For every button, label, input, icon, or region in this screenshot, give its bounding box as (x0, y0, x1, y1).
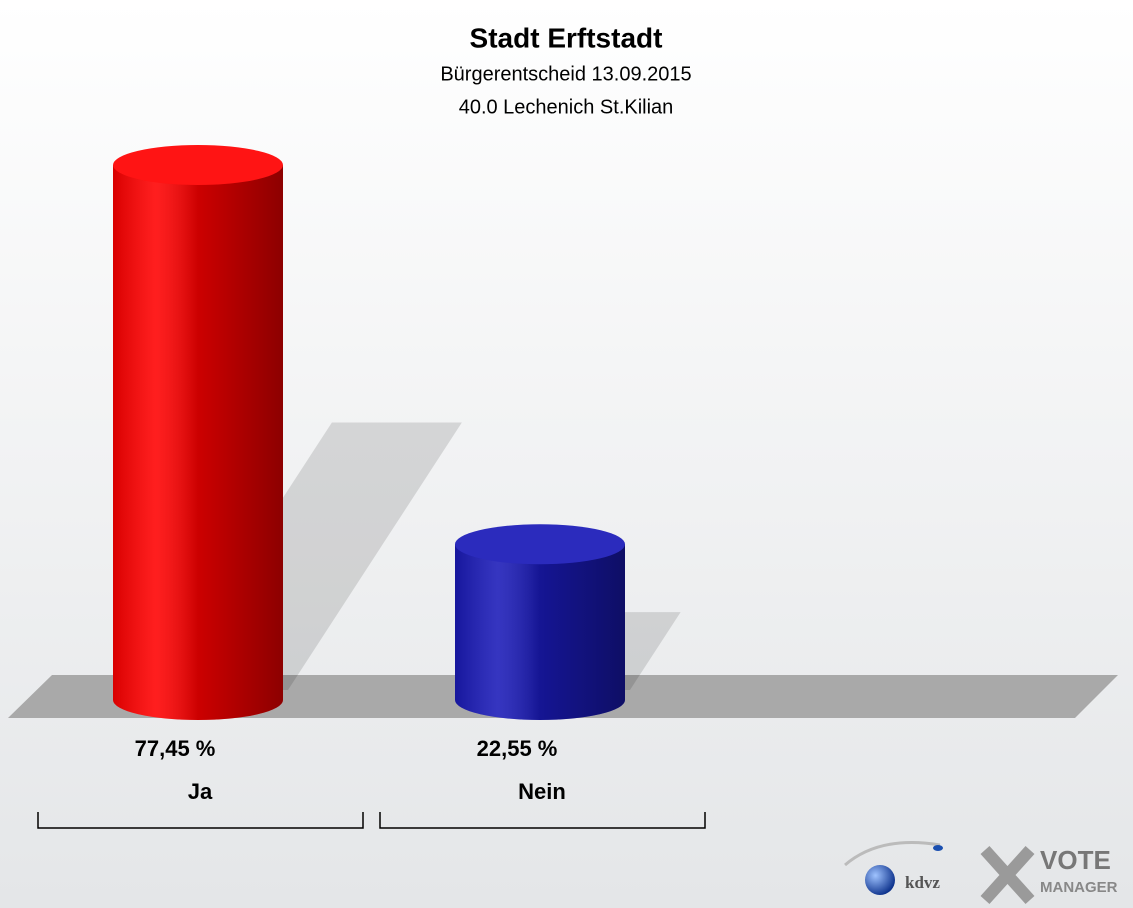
bar-top-highlight (113, 145, 283, 185)
bar-shading (455, 544, 625, 720)
category-bracket (37, 812, 364, 829)
value-label: 77,45 % (135, 736, 216, 761)
category-bracket (379, 812, 706, 829)
chart-title: Stadt Erftstadt (470, 22, 663, 53)
bar-top (113, 145, 283, 185)
bar (455, 524, 625, 720)
logo-x (980, 845, 1035, 905)
logo: kdvz VOTE MANAGER (844, 841, 1118, 905)
logo-dot (933, 845, 943, 851)
logo-text: kdvz (905, 873, 940, 892)
chart-subtitle: Bürgerentscheid 13.09.2015 (440, 63, 691, 85)
logo-text: MANAGER (1040, 879, 1118, 896)
category-label: Nein (518, 779, 566, 804)
bar-top-highlight (455, 524, 625, 565)
value-label: 22,55 % (477, 736, 558, 761)
bar (113, 145, 283, 720)
category-label: Ja (188, 779, 213, 804)
logo-sphere (865, 865, 895, 895)
bar-shading (113, 165, 283, 720)
logo-swoosh (844, 841, 941, 867)
chart-subtitle: 40.0 Lechenich St.Kilian (459, 96, 674, 118)
bar-top (455, 524, 625, 565)
logo-text: VOTE (1040, 845, 1111, 875)
